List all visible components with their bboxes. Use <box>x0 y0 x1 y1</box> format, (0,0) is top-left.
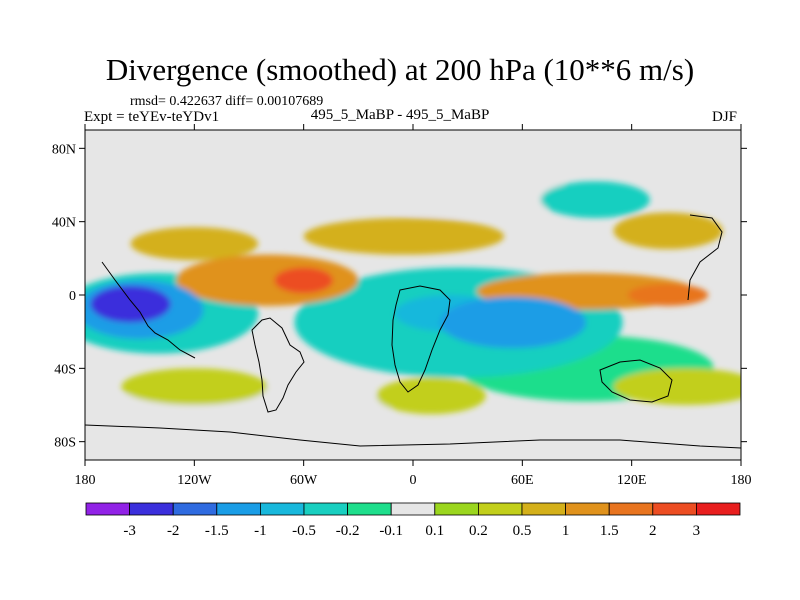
colorbar-swatch <box>129 502 174 516</box>
field-blob <box>358 172 577 217</box>
lon-tick-label: 180 <box>75 473 96 488</box>
season-label: DJF <box>712 109 738 125</box>
colorbar: -3 -2 -1.5 -1 -0.5 -0.2 -0.1 0.1 0.2 0.5 1 1.5 2 3 <box>85 502 741 539</box>
field-blob <box>157 166 413 204</box>
colorbar-swatch <box>216 502 261 516</box>
rmsd-diff-stats: rmsd= 0.422637 diff= 0.00107689 <box>130 94 324 109</box>
colorbar-label: -1.5 <box>205 523 229 539</box>
lat-tick-label: 40S <box>54 362 76 377</box>
field-blob <box>303 218 505 255</box>
field-blob <box>274 267 333 294</box>
plot-title: Divergence (smoothed) at 200 hPa (10**6 … <box>105 52 695 87</box>
field-blob <box>176 254 359 306</box>
colorbar-swatch <box>85 502 130 516</box>
colorbar-label: 1.5 <box>600 523 619 539</box>
colorbar-label: 3 <box>693 523 701 539</box>
lon-tick-label: 120E <box>617 473 647 488</box>
lat-tick-label: 80N <box>52 142 76 157</box>
colorbar-swatch <box>259 502 305 516</box>
field-blob <box>440 296 587 349</box>
coastlines <box>85 214 741 449</box>
colorbar-label: -0.1 <box>379 523 403 539</box>
colorbar-swatch <box>652 502 697 516</box>
colorbar-label: -1 <box>254 523 267 539</box>
lon-tick-label: 60W <box>290 473 318 488</box>
field-blob <box>376 377 486 415</box>
colorbar-swatch <box>434 502 479 516</box>
colorbar-swatch <box>390 502 436 516</box>
colorbar-label: -0.2 <box>336 523 360 539</box>
colorbar-label: -2 <box>167 523 180 539</box>
lat-tick-label: 40N <box>52 216 76 231</box>
lon-tick-label: 0 <box>410 473 417 488</box>
colorbar-label: 2 <box>649 523 657 539</box>
colorbar-swatch <box>303 502 348 516</box>
colorbar-label: 1 <box>562 523 570 539</box>
colorbar-swatch <box>608 502 654 516</box>
lon-tick-label: 60E <box>511 473 534 488</box>
field-blob <box>628 284 709 306</box>
colorbar-swatch <box>521 502 566 516</box>
colorbar-label: 0.1 <box>425 523 444 539</box>
lon-tick-label: 120W <box>177 473 212 488</box>
lat-tick-label: 80S <box>54 436 76 451</box>
field-blob <box>613 212 723 250</box>
colorbar-swatch <box>477 502 523 516</box>
colorbar-label: 0.2 <box>469 523 488 539</box>
colorbar-swatch <box>565 502 610 516</box>
field-blob <box>613 368 741 405</box>
case-label: 495_5_MaBP - 495_5_MaBP <box>310 107 490 123</box>
field-blob <box>90 285 171 323</box>
map-axes: 80N 40N 0 40S 80S 180 120W 60W 0 60E 120E 180 <box>52 124 752 488</box>
colorbar-swatch <box>172 502 218 516</box>
lon-tick-label: 180 <box>731 473 752 488</box>
colorbar-label: 0.5 <box>513 523 532 539</box>
field-blob <box>540 181 650 219</box>
colorbar-swatch <box>347 502 392 516</box>
experiment-label: Expt = teYEv-teYDv1 <box>84 109 220 125</box>
colorbar-label: -0.5 <box>292 523 316 539</box>
lat-tick-label: 0 <box>69 289 76 304</box>
field-blob <box>121 368 268 405</box>
colorbar-label: -3 <box>123 523 136 539</box>
divergence-field <box>85 166 741 424</box>
field-blob <box>130 227 259 261</box>
colorbar-swatch <box>696 502 741 516</box>
